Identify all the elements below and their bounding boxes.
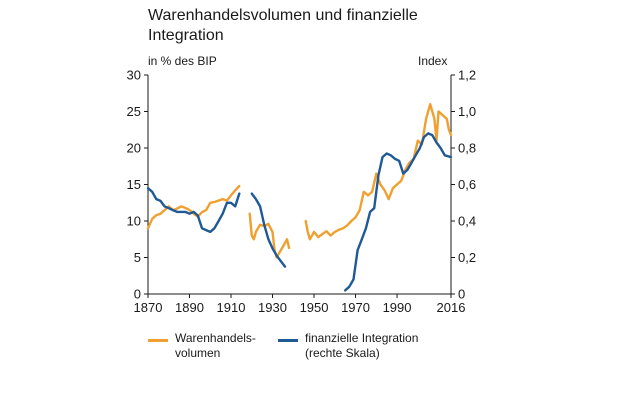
legend-label-finance: finanzielle Integration (rechte Skala): [305, 331, 418, 361]
x-tick-label: 1930: [258, 300, 287, 315]
left-axis-label: in % des BIP: [148, 54, 217, 68]
trade-volume-line: [304, 102, 453, 241]
legend-swatch-finance: [278, 339, 298, 342]
right-tick-label: 0,8: [458, 141, 476, 156]
legend-swatch-trade: [148, 339, 168, 342]
left-tick-label: 30: [127, 68, 141, 83]
left-tick-label: 10: [127, 214, 141, 229]
legend-label-trade-line1: Warenhandels-: [175, 331, 256, 345]
chart-title: Warenhandelsvolumen und finanzielle Inte…: [148, 7, 418, 44]
right-tick-label: 0,6: [458, 177, 476, 192]
financial-integration-line: [146, 186, 241, 234]
x-tick-label: 1890: [175, 300, 204, 315]
left-tick-label: 0: [134, 287, 141, 302]
right-axis-label: Index: [418, 54, 448, 68]
right-tick-label: 0,2: [458, 250, 476, 265]
x-tick-label: 1910: [217, 300, 246, 315]
x-tick-label: 1950: [300, 300, 329, 315]
legend-label-finance-line1: finanzielle Integration: [305, 331, 419, 345]
right-tick-label: 0,4: [458, 214, 476, 229]
legend-label-trade-line2: volumen: [175, 346, 221, 360]
right-tick-label: 1,0: [458, 104, 476, 119]
x-tick-label: 1990: [383, 300, 412, 315]
x-tick-label: 1970: [341, 300, 370, 315]
left-tick-label: 25: [127, 104, 141, 119]
left-tick-label: 20: [127, 141, 141, 156]
x-tick-label: 2016: [437, 300, 466, 315]
chart-axes: 0 5 10 15 20 25 30 0 0,2 0,4 0,6 0,8 1,0 1,2 1870 1890 1…: [127, 68, 477, 316]
x-tick-label: 1870: [134, 300, 163, 315]
right-tick-label: 0: [458, 287, 465, 302]
trade-volume-line: [248, 212, 291, 259]
right-tick-label: 1,2: [458, 68, 476, 83]
chart-lines: [146, 102, 453, 292]
trade-volume-line: [146, 184, 241, 230]
legend-label-finance-line2: (rechte Skala): [305, 346, 380, 360]
left-tick-label: 15: [127, 177, 141, 192]
left-tick-label: 5: [134, 250, 141, 265]
financial-integration-line: [344, 132, 453, 292]
legend-label-trade: Warenhandels- volumen: [175, 331, 256, 361]
financial-integration-line: [250, 192, 287, 268]
